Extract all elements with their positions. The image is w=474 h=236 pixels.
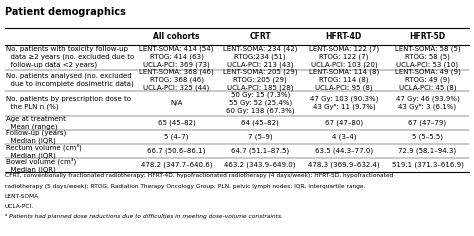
Text: N/A: N/A: [171, 100, 183, 106]
Text: 5 (4–7): 5 (4–7): [164, 134, 189, 140]
Text: 66.7 (50.6–86.1): 66.7 (50.6–86.1): [147, 148, 206, 154]
Text: LENT-SOMA: 414 (54)
RTOG: 414 (63)
UCLA-PCI: 369 (73): LENT-SOMA: 414 (54) RTOG: 414 (63) UCLA-…: [139, 46, 214, 68]
Text: 4 (3–4): 4 (3–4): [332, 134, 356, 140]
Text: 519.1 (371.3–616.9): 519.1 (371.3–616.9): [392, 162, 464, 169]
Text: CFRT: CFRT: [249, 32, 271, 41]
Text: All cohorts: All cohorts: [154, 32, 200, 41]
Text: LENT-SOMA: 49 (9)
RTOG: 49 (9)
UCLA-PCI: 45 (8): LENT-SOMA: 49 (9) RTOG: 49 (9) UCLA-PCI:…: [394, 69, 460, 92]
Text: ᵃ Patients had planned dose reductions due to difficulties in meeting dose-volum: ᵃ Patients had planned dose reductions d…: [5, 214, 283, 219]
Text: No. patients with toxicity follow-up
  data ≥2 years (no. excluded due to
  foll: No. patients with toxicity follow-up dat…: [6, 46, 135, 68]
Text: 64 (45–82): 64 (45–82): [241, 119, 279, 126]
Text: 463.2 (343.9–649.0): 463.2 (343.9–649.0): [225, 162, 296, 169]
Text: HFRT-5D: HFRT-5D: [410, 32, 446, 41]
Text: Patient demographics: Patient demographics: [5, 7, 126, 17]
Text: 63.5 (44.3–77.0): 63.5 (44.3–77.0): [315, 148, 373, 154]
Text: 47 Gy: 103 (90.3%)
43 Gyᵃ: 11 (9.7%): 47 Gy: 103 (90.3%) 43 Gyᵃ: 11 (9.7%): [310, 96, 378, 110]
Text: LENT-SOMA: 368 (46)
RTOG: 368 (46)
UCLA-PCI: 325 (44): LENT-SOMA: 368 (46) RTOG: 368 (46) UCLA-…: [139, 69, 214, 92]
Text: No. patients by prescription dose to
  the PLN n (%): No. patients by prescription dose to the…: [6, 96, 131, 110]
Text: 5 (5–5.5): 5 (5–5.5): [412, 134, 443, 140]
Text: HFRT-4D: HFRT-4D: [326, 32, 362, 41]
Text: No. patients analysed (no. excluded
  due to incomplete dosimetric data): No. patients analysed (no. excluded due …: [6, 73, 134, 88]
Text: LENT-SOMA: 122 (7)
RTOG: 122 (7)
UCLA-PCI: 103 (20): LENT-SOMA: 122 (7) RTOG: 122 (7) UCLA-PC…: [309, 46, 379, 68]
Text: 65 (45–82): 65 (45–82): [158, 119, 195, 126]
Text: CFRT, conventionally fractionated radiotherapy; HFRT-4D, hypofractionated radiot: CFRT, conventionally fractionated radiot…: [5, 173, 393, 178]
Text: Bowel volume (cm³)
  Median (IQR): Bowel volume (cm³) Median (IQR): [6, 157, 76, 173]
Text: 47 Gy: 46 (93.9%)
43 Gyᵃ: 3 (6.1%): 47 Gy: 46 (93.9%) 43 Gyᵃ: 3 (6.1%): [396, 96, 459, 110]
Text: radiotherapy (5 days/week); RTOG, Radiation Therapy Oncology Group; PLN, pelvic : radiotherapy (5 days/week); RTOG, Radiat…: [5, 184, 365, 189]
Text: 72.9 (58.1–94.3): 72.9 (58.1–94.3): [398, 148, 456, 154]
Text: LENT-SOMA: 58 (5)
RTOG: 58 (5)
UCLA-PCI: 53 (10): LENT-SOMA: 58 (5) RTOG: 58 (5) UCLA-PCI:…: [395, 46, 460, 68]
Text: 64.7 (51.1–87.5): 64.7 (51.1–87.5): [231, 148, 289, 154]
Text: 50 Gy: 15 (7.3%)
55 Gy: 52 (25.4%)
60 Gy: 138 (67.3%): 50 Gy: 15 (7.3%) 55 Gy: 52 (25.4%) 60 Gy…: [226, 92, 294, 114]
Text: LENT-SOMA.: LENT-SOMA.: [5, 194, 41, 199]
Text: LENT-SOMA: 205 (29)
RTOG: 205 (29)
UCLA-PCI: 185 (28): LENT-SOMA: 205 (29) RTOG: 205 (29) UCLA-…: [223, 69, 298, 92]
Text: UCLA-PCI.: UCLA-PCI.: [5, 204, 34, 209]
Text: Age at treatment
  Mean (range): Age at treatment Mean (range): [6, 116, 66, 130]
Text: 478.2 (347.7–640.6): 478.2 (347.7–640.6): [141, 162, 212, 169]
Text: 67 (47–80): 67 (47–80): [325, 119, 363, 126]
Text: Rectum volume (cm³)
  Median (IQR): Rectum volume (cm³) Median (IQR): [6, 143, 82, 159]
Text: 7 (5–9): 7 (5–9): [248, 134, 273, 140]
Text: LENT-SOMA: 234 (42)
RTOG:234 (51)
UCLA-PCI: 213 (43): LENT-SOMA: 234 (42) RTOG:234 (51) UCLA-P…: [223, 46, 297, 68]
Text: LENT-SOMA: 114 (8)
RTOG: 114 (8)
UCLA-PCI: 95 (8): LENT-SOMA: 114 (8) RTOG: 114 (8) UCLA-PC…: [309, 69, 379, 92]
Text: 478.3 (369.9–632.4): 478.3 (369.9–632.4): [308, 162, 380, 169]
Text: Follow-up (years)
  Median (IQR): Follow-up (years) Median (IQR): [6, 130, 66, 144]
Text: 67 (47–79): 67 (47–79): [409, 119, 447, 126]
